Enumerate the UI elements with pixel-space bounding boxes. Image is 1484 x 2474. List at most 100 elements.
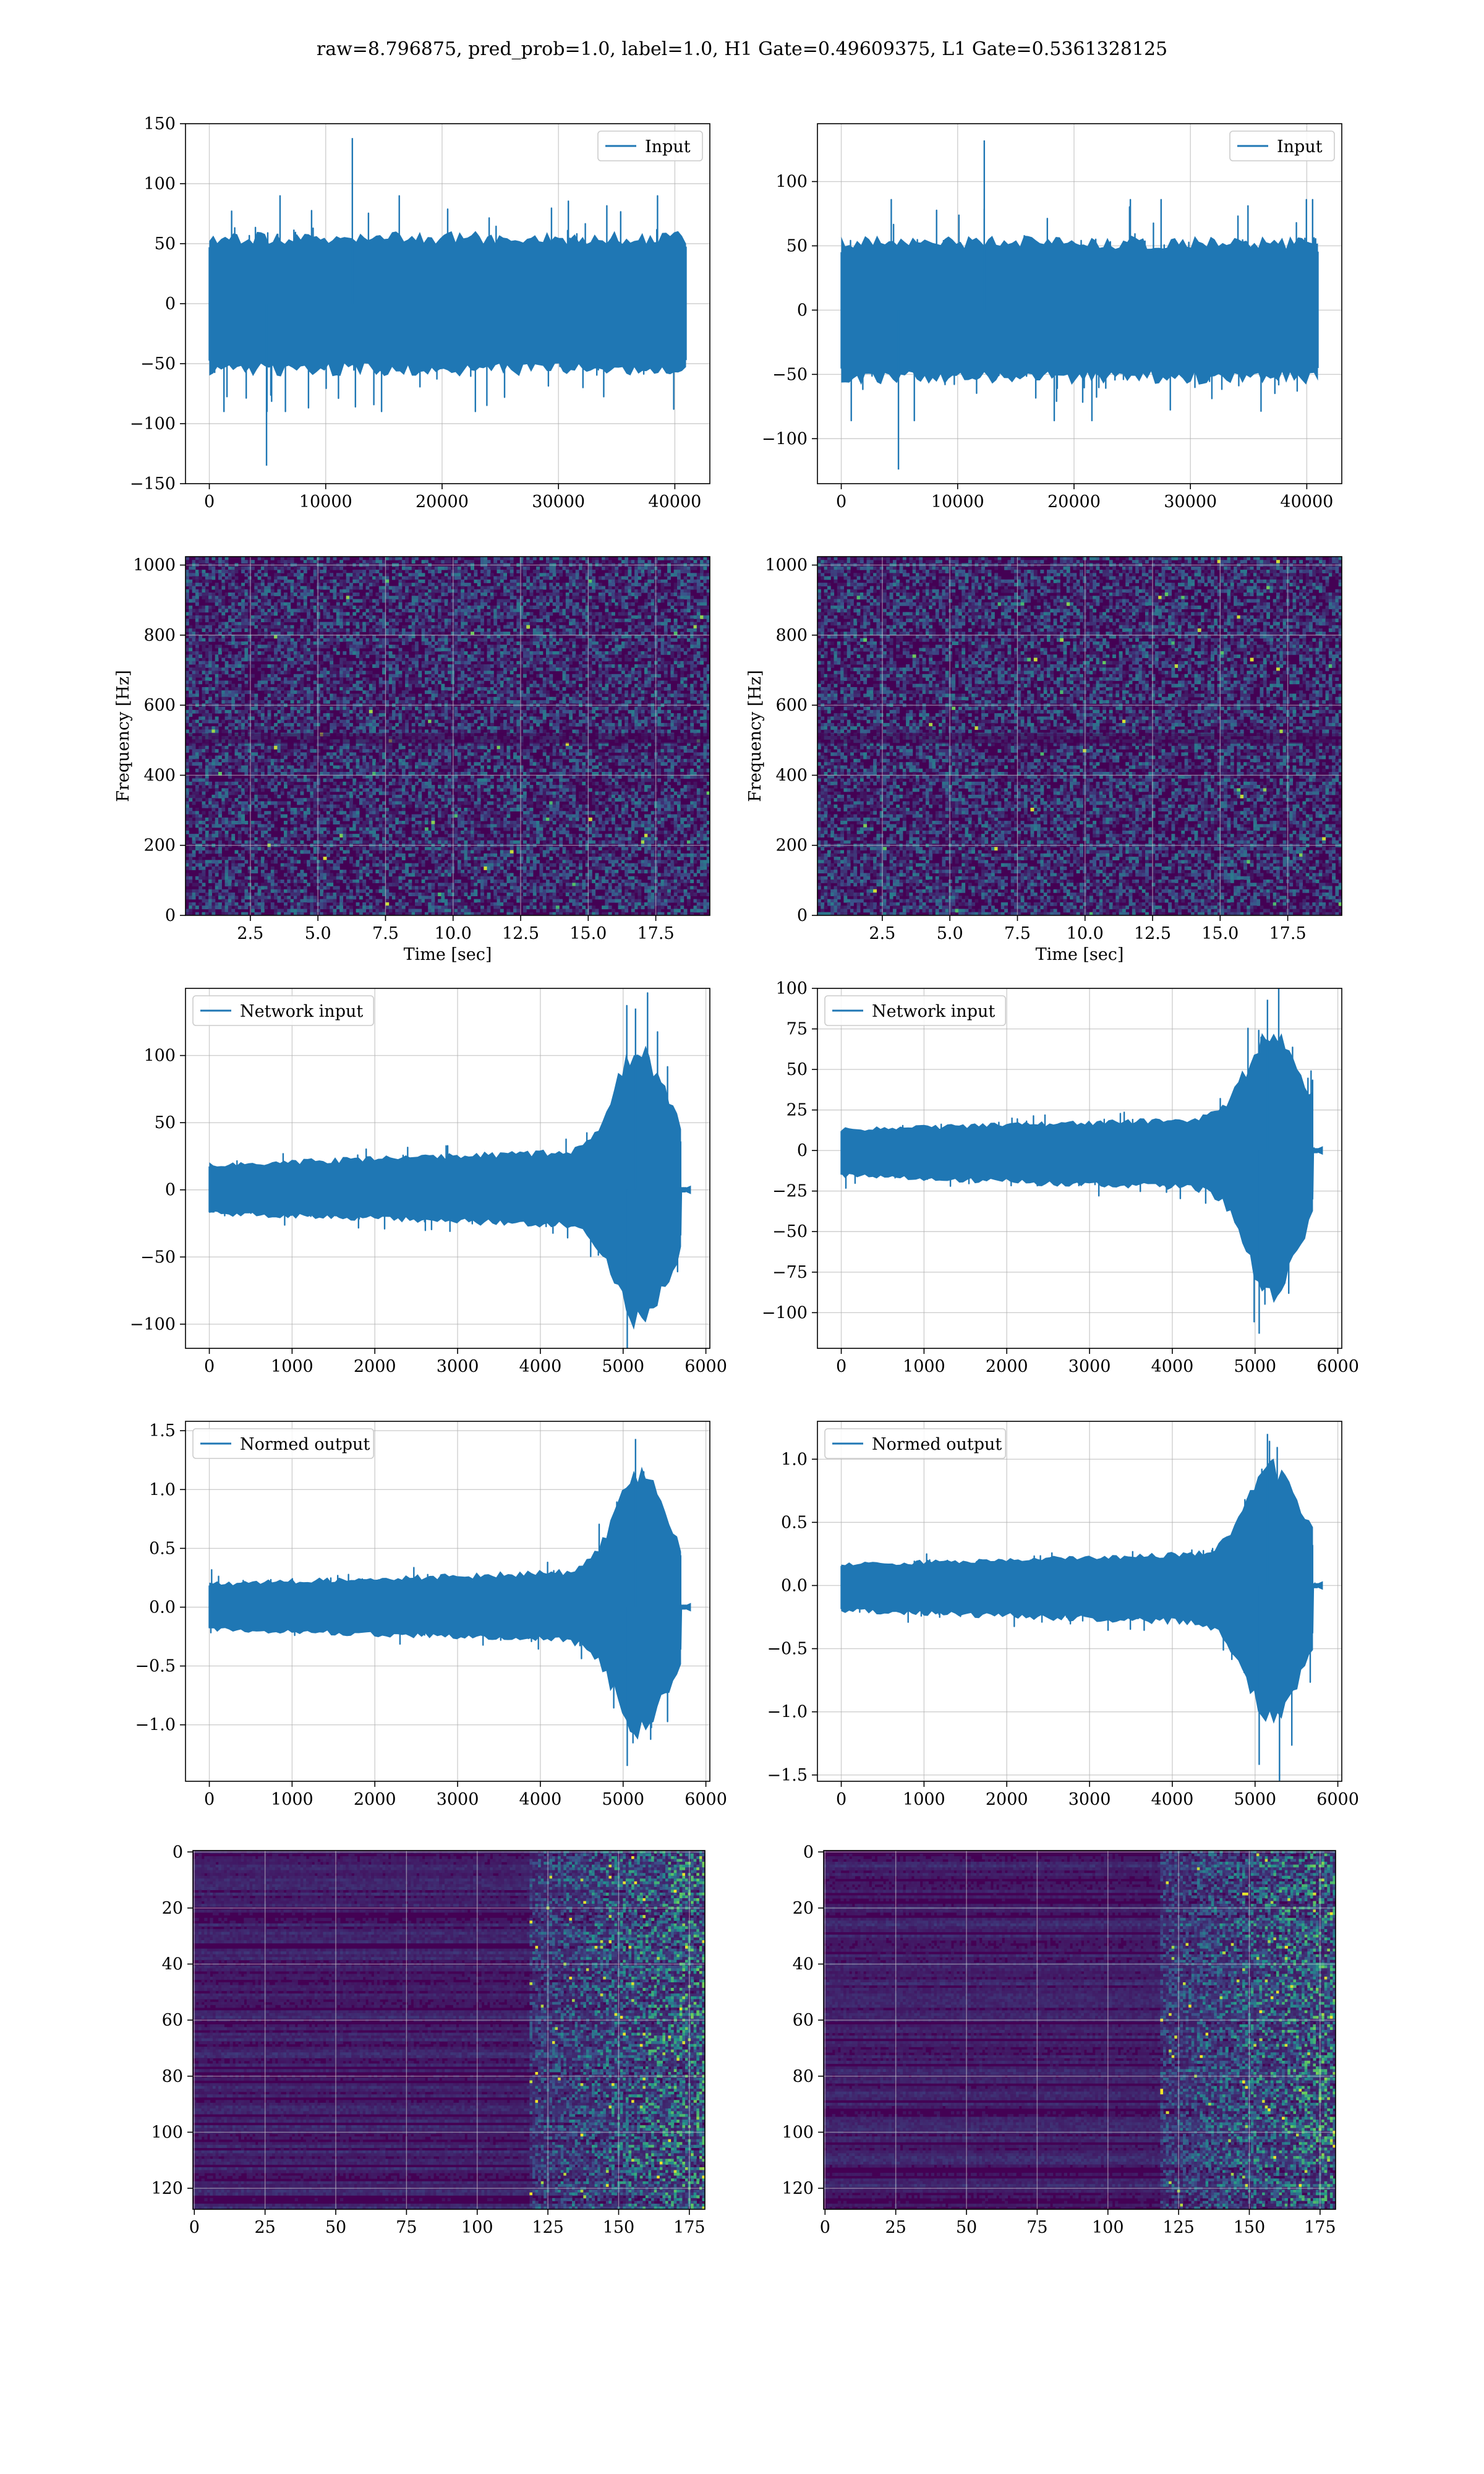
y-tick-label: 40 [793, 1955, 814, 1974]
y-tick-label: 100 [782, 2123, 814, 2142]
x-tick-label: 0 [204, 492, 215, 511]
y-tick-label: 0 [165, 906, 176, 925]
x-tick-label: 25 [254, 2218, 275, 2237]
y-tick-label: 120 [151, 2179, 183, 2198]
x-tick-label: 150 [603, 2218, 635, 2237]
x-tick-label: 30000 [532, 492, 585, 511]
y-tick-label: −50 [772, 1222, 808, 1241]
y-tick-label: −0.5 [767, 1640, 808, 1659]
y-tick-label: −25 [772, 1182, 808, 1201]
y-tick-label: 100 [143, 174, 176, 194]
x-tick-label: 3000 [437, 1357, 479, 1376]
heatmap-cells [193, 1851, 706, 2210]
legend-label: Network input [872, 1002, 995, 1021]
y-tick-label: 0.5 [781, 1513, 808, 1532]
y-tick-label: −1.5 [767, 1766, 808, 1785]
y-tick-label: −100 [762, 1303, 808, 1322]
x-tick-label: 5000 [602, 1357, 644, 1376]
x-tick-label: 40000 [1280, 492, 1333, 511]
legend: Normed output [193, 1429, 373, 1458]
x-tick-label: 175 [1304, 2218, 1336, 2237]
y-tick-label: 50 [155, 234, 176, 254]
x-tick-label: 175 [673, 2218, 706, 2237]
legend-label: Input [1277, 137, 1323, 156]
plot-area [817, 557, 1342, 916]
y-tick-label: −50 [772, 365, 808, 384]
x-tick-label: 150 [1234, 2218, 1266, 2237]
x-tick-label: 1000 [271, 1790, 313, 1809]
x-tick-label: 15.0 [1201, 924, 1239, 943]
series-core [842, 236, 1318, 385]
x-tick-label: 40000 [648, 492, 701, 511]
y-tick-label: 0 [797, 1141, 808, 1160]
y-tick-label: 0.0 [781, 1576, 808, 1595]
y-tick-label: 1.0 [149, 1480, 176, 1499]
y-tick-label: 60 [793, 2011, 814, 2030]
x-tick-label: 2.5 [869, 924, 895, 943]
x-tick-label: 75 [396, 2218, 417, 2237]
x-tick-label: 3000 [437, 1790, 479, 1809]
y-axis-label: Frequency [Hz] [746, 670, 765, 802]
y-tick-label: −0.5 [135, 1657, 176, 1676]
x-tick-label: 4000 [519, 1790, 562, 1809]
plot-area [193, 1851, 706, 2210]
x-tick-label: 2000 [986, 1790, 1028, 1809]
x-tick-label: 20000 [416, 492, 469, 511]
x-tick-label: 17.5 [638, 924, 675, 943]
legend: Network input [193, 996, 373, 1025]
legend: Network input [825, 996, 1005, 1025]
x-tick-label: 25 [885, 2218, 906, 2237]
plot-area [824, 1851, 1336, 2210]
legend-label: Network input [240, 1002, 363, 1021]
y-tick-label: 1000 [133, 556, 176, 575]
x-tick-label: 4000 [1151, 1357, 1194, 1376]
x-tick-label: 5.0 [937, 924, 963, 943]
y-tick-label: 20 [162, 1899, 183, 1918]
heatmap-cells [824, 1851, 1336, 2210]
x-tick-label: 2.5 [237, 924, 263, 943]
y-tick-label: 100 [775, 173, 808, 192]
legend-label: Normed output [872, 1435, 1002, 1454]
y-tick-label: 100 [143, 1047, 176, 1066]
x-tick-label: 1000 [271, 1357, 313, 1376]
x-tick-label: 6000 [684, 1790, 727, 1809]
plot-area [817, 124, 1342, 484]
x-tick-label: 2000 [986, 1357, 1028, 1376]
x-tick-label: 30000 [1164, 492, 1217, 511]
y-tick-label: 1.0 [781, 1450, 808, 1469]
y-tick-label: −1.0 [767, 1703, 808, 1722]
y-tick-label: −100 [130, 1315, 176, 1334]
y-tick-label: 75 [787, 1020, 808, 1039]
x-tick-label: 2000 [354, 1790, 396, 1809]
y-tick-label: 120 [782, 2179, 814, 2198]
x-tick-label: 50 [325, 2218, 346, 2237]
x-tick-label: 0 [189, 2218, 200, 2237]
y-tick-label: 200 [143, 836, 176, 855]
y-tick-label: 600 [775, 696, 808, 715]
x-tick-label: 5000 [1234, 1357, 1276, 1376]
y-tick-label: 0 [173, 1843, 183, 1862]
y-tick-label: 200 [775, 836, 808, 855]
legend: Normed output [825, 1429, 1005, 1458]
y-tick-label: 150 [143, 114, 176, 134]
legend: Input [598, 131, 702, 161]
y-axis-label: Frequency [Hz] [114, 670, 133, 802]
x-tick-label: 125 [1162, 2218, 1195, 2237]
plot-area [817, 1421, 1342, 1781]
x-tick-label: 5000 [602, 1790, 644, 1809]
x-tick-label: 4000 [1151, 1790, 1194, 1809]
x-tick-label: 7.5 [372, 924, 399, 943]
y-tick-label: −150 [130, 474, 176, 494]
y-tick-label: 400 [775, 766, 808, 785]
y-tick-label: 0 [165, 1181, 176, 1200]
y-tick-label: 0 [797, 301, 808, 320]
y-tick-label: 80 [162, 2067, 183, 2086]
x-axis-label: Time [sec] [1036, 945, 1124, 964]
